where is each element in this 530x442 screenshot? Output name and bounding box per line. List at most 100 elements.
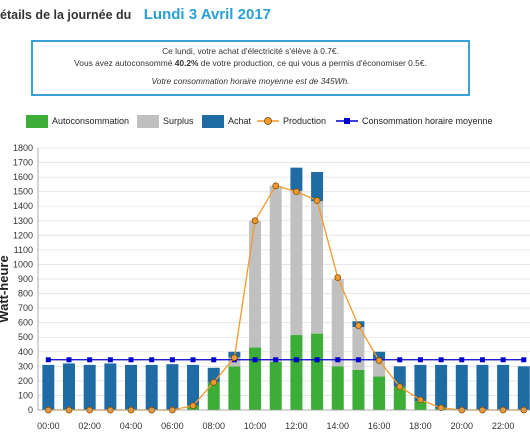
point-consommation-moyenne [252,357,258,363]
point-production [355,322,362,329]
bar-achat [125,364,138,410]
bar-autoconsommation [414,401,427,410]
bar-surplus [352,327,365,370]
y-tick-label: 1400 [13,201,33,211]
point-production [396,383,404,391]
legend-swatch-surplus [137,114,159,128]
point-consommation-moyenne [87,357,93,363]
bar-achat [63,363,76,410]
day-heading: étails de la journée du Lundi 3 Avril 20… [0,6,271,24]
x-tick-label: 12:00 [285,421,308,431]
bar-achat [373,351,386,361]
x-tick-label: 14:00 [326,421,349,431]
y-tick-label: 1300 [13,216,33,226]
x-tick-label: 02:00 [78,421,101,431]
y-axis-label: Watt-heure [0,255,11,322]
bar-autoconsommation [228,366,241,410]
legend-label-autoconsommation: Autoconsommation [52,116,130,126]
legend-swatch-autoconsommation [26,114,48,128]
bar-achat [414,364,427,402]
bar-surplus [331,279,344,367]
point-consommation-moyenne [45,357,51,363]
bar-autoconsommation [207,382,220,410]
summary-box: Ce lundi, votre achat d'électricité s'él… [31,40,470,96]
summary-selfconsumption-percent: 40.2% [174,58,199,68]
legend-item-consommation-moyenne: Consommation horaire moyenne [336,112,493,130]
y-tick-label: 600 [18,318,33,328]
legend-item-autoconsommation: Autoconsommation [26,112,129,130]
legend-label-consommation-moyenne: Consommation horaire moyenne [362,116,493,126]
series-line-production [48,185,524,411]
point-production [375,357,383,364]
bar-surplus [290,190,303,336]
bar-autoconsommation [249,347,262,410]
point-consommation-moyenne [459,357,465,363]
point-consommation-moyenne [293,357,299,363]
x-tick-label: 16:00 [368,421,391,431]
y-tick-label: 100 [18,390,33,400]
point-production [210,378,218,386]
legend-label-surplus: Surplus [163,116,194,126]
bar-achat [393,366,406,387]
summary-line-purchase: Ce lundi, votre achat d'électricité s'él… [162,46,339,56]
x-tick-label: 08:00 [202,421,225,431]
point-consommation-moyenne [66,357,72,363]
point-consommation-moyenne [128,357,134,363]
y-tick-label: 1700 [13,158,33,168]
bar-achat [104,363,117,410]
y-tick-label: 300 [18,361,33,371]
point-production [417,396,424,404]
legend-swatch-achat [202,114,224,128]
bar-autoconsommation [393,386,406,410]
y-tick-label: 400 [18,347,33,357]
x-tick-label: 06:00 [161,421,184,431]
bar-achat [187,364,200,406]
point-consommation-moyenne [149,357,155,363]
x-tick-label: 20:00 [451,421,474,431]
point-consommation-moyenne [438,357,444,363]
summary-line2-after: de votre production, ce qui vous a permi… [198,58,427,68]
bar-achat [83,364,96,410]
point-production [189,402,197,409]
bar-achat [290,167,303,191]
legend-swatch-production [257,117,279,125]
bar-autoconsommation [373,376,386,410]
point-production [313,197,321,204]
bar-achat [435,364,448,409]
bar-surplus [373,360,386,377]
y-tick-label: 1100 [14,245,33,255]
bar-achat [517,366,530,410]
chart-legend: Autoconsommation Surplus Achat Productio… [0,112,530,130]
y-tick-label: 1500 [13,187,33,197]
x-tick-label: 00:00 [37,421,60,431]
point-production [334,274,342,281]
legend-item-production: Production [257,112,326,130]
bar-achat [497,364,510,410]
point-consommation-moyenne [479,357,485,363]
point-production [437,404,445,412]
bar-achat [207,367,220,383]
bar-achat [145,364,158,410]
x-tick-label: 18:00 [409,421,432,431]
y-tick-label: 1600 [13,172,33,182]
point-production [251,217,259,225]
bar-autoconsommation [269,361,282,410]
point-production [272,182,280,190]
bar-achat [42,364,55,410]
legend-swatch-consommation-moyenne [336,118,358,124]
summary-line-average: Votre consommation horaire moyenne est d… [151,76,350,86]
y-axis: 0 100 200 300 400 500 600 700 800 900 1000 1100 1200… [13,143,39,415]
y-tick-label: 200 [18,376,33,386]
chart-area: 0 100 200 300 400 500 600 700 800 900 1000 1100 1200… [0,143,530,431]
bar-autoconsommation [290,335,303,410]
point-consommation-moyenne [169,357,175,363]
y-tick-label: 900 [18,274,33,284]
summary-line-selfconsumption: Vous avez autoconsommé 40.2% de votre pr… [33,57,468,69]
x-tick-label: 22:00 [492,421,515,431]
bar-surplus [249,220,262,348]
x-tick-label: 04:00 [120,421,143,431]
point-consommation-moyenne [355,357,361,363]
x-tick-label: 10:00 [244,421,267,431]
summary-line2-before: Vous avez autoconsommé [74,58,175,68]
chart-bars [42,167,530,410]
